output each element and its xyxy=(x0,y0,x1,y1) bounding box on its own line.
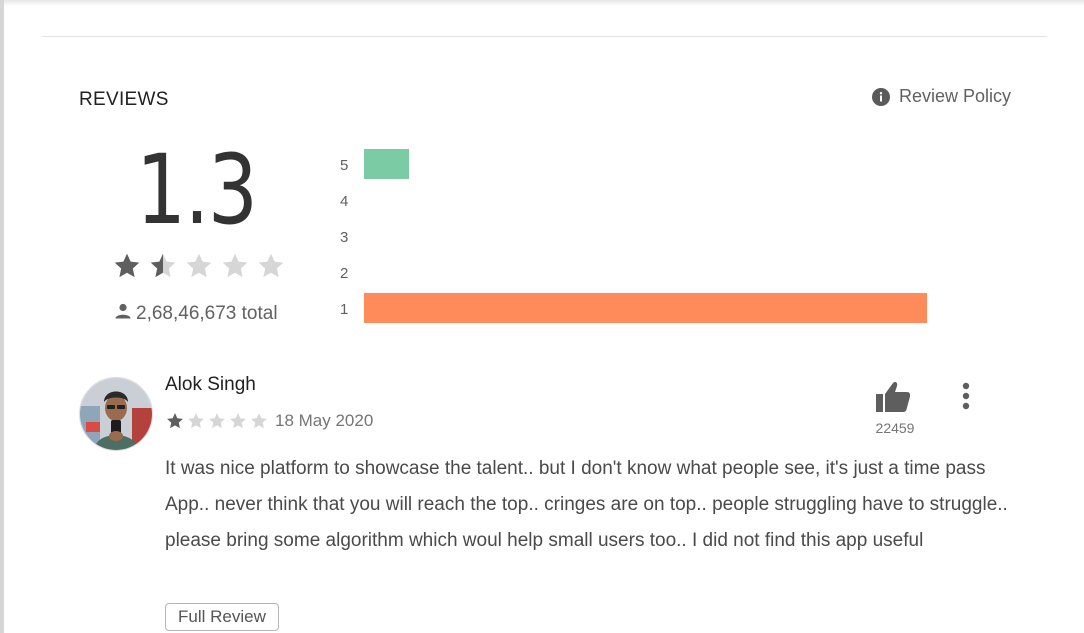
section-title: REVIEWS xyxy=(79,89,169,110)
star-icon xyxy=(258,253,284,278)
top-shadow xyxy=(0,0,1084,6)
histogram-bar xyxy=(364,149,410,179)
review-policy-link[interactable]: Review Policy xyxy=(872,86,1011,107)
histogram-row-3: 3 xyxy=(338,219,938,255)
helpful-count: 22459 xyxy=(875,420,915,436)
histogram-track xyxy=(364,185,927,215)
histogram-label: 5 xyxy=(340,157,349,174)
person-icon xyxy=(114,302,132,326)
total-ratings: 2,68,46,673 total xyxy=(114,302,278,326)
histogram-label: 4 xyxy=(340,193,349,210)
reviewer-name[interactable]: Alok Singh xyxy=(165,374,256,395)
histogram-label: 1 xyxy=(340,301,349,318)
star-icon xyxy=(114,253,140,278)
histogram-label: 2 xyxy=(340,265,349,282)
review-meta: 18 May 2020 xyxy=(166,411,373,431)
histogram-bar xyxy=(364,293,927,323)
review-star-icon xyxy=(188,413,204,429)
review-date: 18 May 2020 xyxy=(275,411,374,430)
review-text: It was nice platform to showcase the tal… xyxy=(165,458,1008,551)
average-stars xyxy=(113,252,285,280)
histogram-row-2: 2 xyxy=(338,255,938,291)
thumbs-up-button[interactable] xyxy=(875,381,911,418)
histogram-label: 3 xyxy=(340,229,349,246)
thumbs-up-icon xyxy=(875,382,911,417)
star-icon xyxy=(150,253,176,278)
histogram-row-5: 5 xyxy=(338,147,938,183)
star-icon xyxy=(222,253,248,278)
more-vertical-icon xyxy=(955,382,977,417)
review-star-icon xyxy=(209,413,225,429)
review-star-icon xyxy=(230,413,246,429)
section-divider xyxy=(42,36,1047,37)
average-rating: 1.3 xyxy=(136,134,258,246)
review-policy-label: Review Policy xyxy=(899,86,1012,106)
avatar[interactable] xyxy=(79,377,153,451)
histogram-row-4: 4 xyxy=(338,183,938,219)
left-border xyxy=(0,0,4,633)
full-review-button[interactable]: Full Review xyxy=(165,603,279,631)
histogram-track xyxy=(364,149,927,179)
rating-histogram: 5 4 3 2 1 xyxy=(338,147,938,327)
more-options-button[interactable] xyxy=(955,381,977,413)
histogram-row-1: 1 xyxy=(338,291,938,327)
histogram-track xyxy=(364,293,927,323)
review-star-icon xyxy=(167,413,183,429)
histogram-track xyxy=(364,257,927,287)
histogram-track xyxy=(364,221,927,251)
total-ratings-label: 2,68,46,673 total xyxy=(136,303,278,324)
info-icon xyxy=(872,87,890,106)
review-stars xyxy=(166,412,268,430)
review-star-icon xyxy=(251,413,267,429)
star-icon xyxy=(186,253,212,278)
